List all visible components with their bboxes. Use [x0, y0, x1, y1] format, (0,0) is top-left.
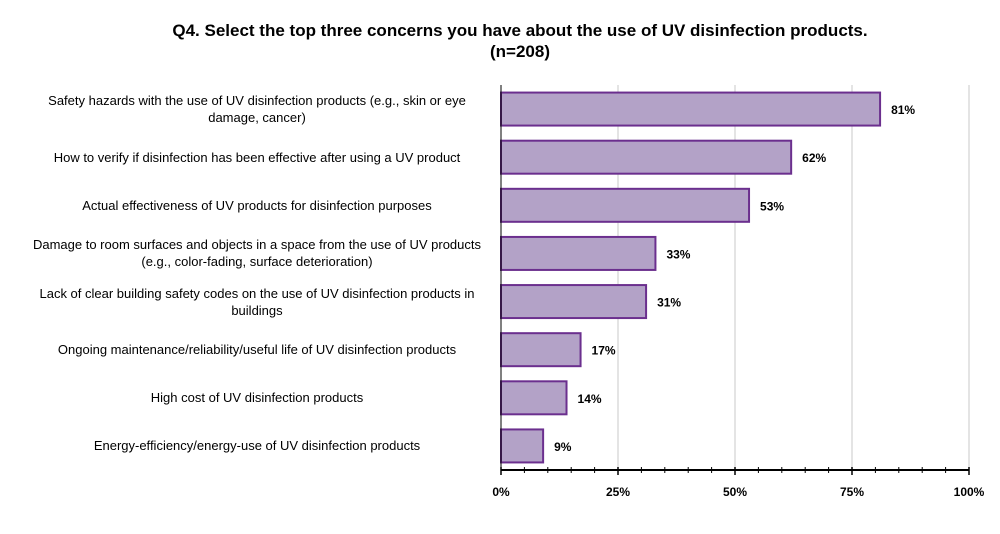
data-label: 17%	[592, 344, 616, 358]
data-label: 53%	[760, 199, 784, 213]
category-label: Safety hazards with the use of UV disinf…	[48, 93, 466, 126]
data-label: 81%	[891, 103, 915, 117]
x-tick-label: 0%	[492, 485, 510, 499]
bar	[500, 428, 545, 464]
category-label: How to verify if disinfection has been e…	[53, 149, 461, 165]
data-label: 33%	[666, 247, 690, 261]
category-label: Energy-efficiency/energy-use of UV disin…	[93, 438, 421, 454]
data-label: 14%	[578, 392, 602, 406]
category-label: Lack of clear building safety codes on t…	[39, 285, 475, 318]
x-tick-label: 100%	[954, 485, 985, 499]
bar	[500, 332, 582, 368]
bar	[500, 235, 657, 271]
chart-title: Q4. Select the top three concerns you ha…	[0, 20, 1000, 62]
x-tick-label: 50%	[723, 485, 747, 499]
x-tick-label: 75%	[840, 485, 864, 499]
category-label: Actual effectiveness of UV products for …	[82, 197, 432, 213]
data-label: 31%	[657, 296, 681, 310]
bar	[500, 91, 882, 127]
data-label: 62%	[802, 151, 826, 165]
data-label: 9%	[554, 440, 572, 454]
x-tick-label: 25%	[606, 485, 630, 499]
chart-subtitle: (n=208)	[490, 42, 550, 61]
bar	[500, 380, 568, 416]
bar	[500, 187, 751, 223]
bar	[500, 284, 648, 320]
category-label: Ongoing maintenance/reliability/useful l…	[57, 342, 457, 358]
category-label: Damage to room surfaces and objects in a…	[32, 237, 481, 270]
category-label: High cost of UV disinfection products	[150, 390, 364, 406]
bar	[500, 139, 793, 175]
chart-title-main: Q4. Select the top three concerns you ha…	[172, 21, 868, 40]
